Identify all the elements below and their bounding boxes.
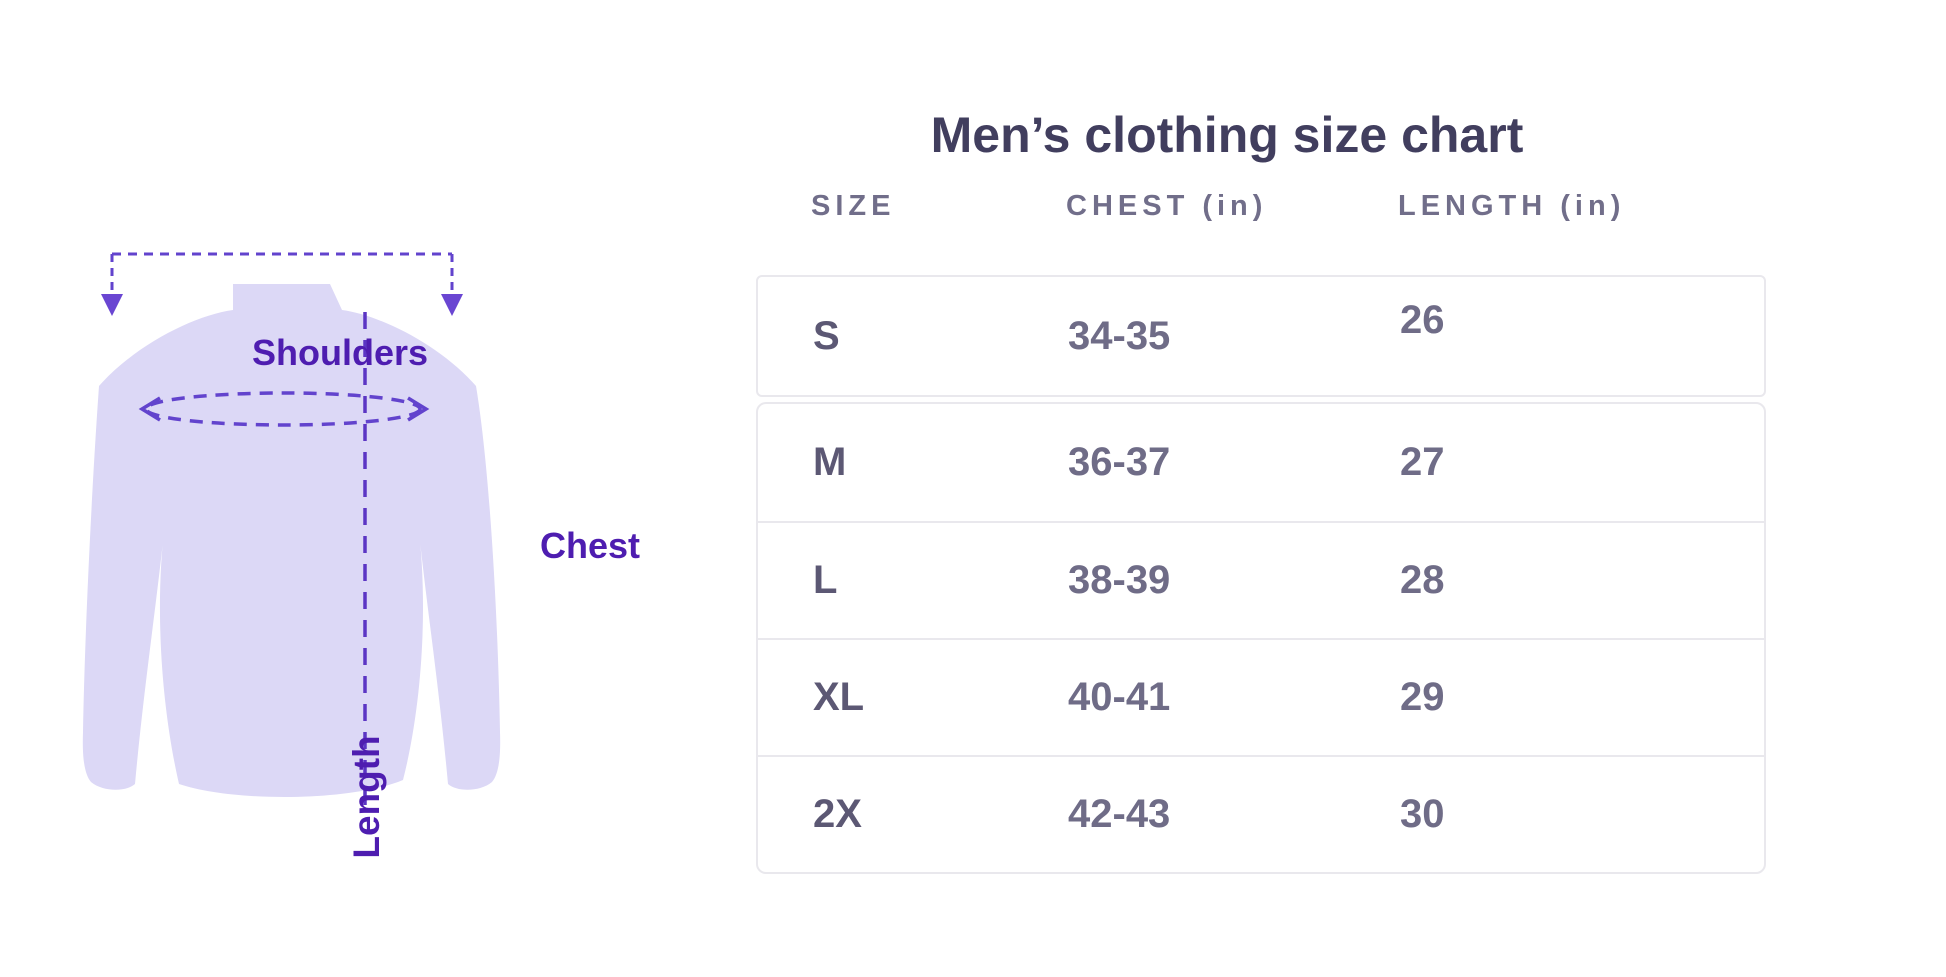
chest-cell: 38-39	[1068, 558, 1171, 602]
length-cell: 29	[1400, 675, 1445, 719]
table-row: S 34-35 26	[758, 277, 1764, 395]
length-label: Length	[346, 735, 387, 859]
table-box-medium-to-2x: M 36-37 27 L 38-39 28 XL 40-41 29 2X 42-…	[756, 402, 1766, 874]
chest-cell: 40-41	[1068, 675, 1171, 719]
length-cell: 26	[1400, 297, 1445, 342]
chest-cell: 34-35	[1068, 313, 1171, 358]
page-title: Men’s clothing size chart	[930, 106, 1524, 163]
chest-cell: 42-43	[1068, 792, 1171, 836]
column-header-chest: CHEST (in)	[1066, 189, 1268, 222]
shoulders-arrowhead-right	[441, 294, 463, 316]
shirt-diagram-canvas	[82, 252, 501, 805]
size-cell: M	[813, 440, 847, 484]
shirt-silhouette	[82, 284, 501, 798]
shoulders-arrowhead-left	[101, 294, 123, 316]
size-cell: 2X	[813, 792, 862, 836]
length-cell: 27	[1400, 440, 1445, 484]
chest-arrowhead-left	[138, 396, 161, 422]
size-cell: S	[813, 313, 840, 358]
chest-label: Chest	[539, 525, 641, 566]
table-header-row: SIZE CHEST (in) LENGTH (in)	[756, 188, 1766, 224]
table-box-small: S 34-35 26	[756, 275, 1766, 397]
table-row: XL 40-41 29	[758, 638, 1764, 755]
shoulders-arrow	[110, 252, 454, 294]
size-cell: L	[813, 558, 838, 602]
chest-arrowhead-right	[407, 396, 430, 422]
shirt-measurement-diagram: Shoulders Chest Length	[40, 140, 700, 859]
table-row: M 36-37 27	[758, 404, 1764, 521]
size-cell: XL	[813, 675, 865, 719]
table-row: 2X 42-43 30	[758, 755, 1764, 872]
column-header-size: SIZE	[811, 189, 896, 222]
table-row: L 38-39 28	[758, 521, 1764, 638]
length-cell: 28	[1400, 558, 1445, 602]
chest-ellipse	[138, 391, 430, 427]
length-cell: 30	[1400, 792, 1445, 836]
chest-cell: 36-37	[1068, 440, 1171, 484]
column-header-length: LENGTH (in)	[1398, 189, 1626, 222]
shoulders-label: Shoulders	[251, 332, 429, 373]
